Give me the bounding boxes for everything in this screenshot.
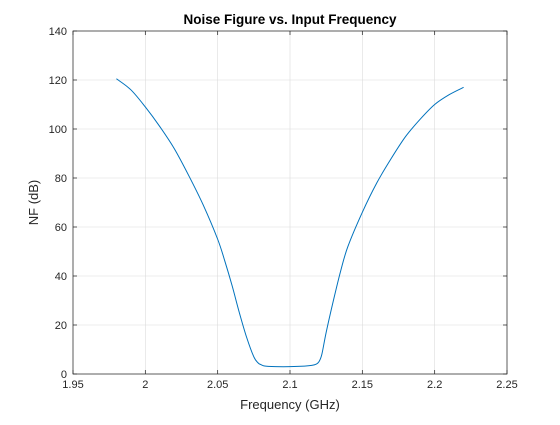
- grid: [73, 31, 507, 374]
- x-tick-label: 2.25: [496, 379, 517, 391]
- series-layer: [116, 78, 464, 368]
- y-tick-label: 20: [55, 320, 67, 332]
- x-tick-label: 2.15: [352, 379, 373, 391]
- x-axis-label: Frequency (GHz): [240, 397, 340, 412]
- x-tick-label: 2.2: [427, 379, 442, 391]
- x-tick-label: 1.95: [62, 379, 83, 391]
- x-tick-label: 2.1: [282, 379, 297, 391]
- y-tick-label: 120: [49, 75, 67, 87]
- ticks: 1.95 2 2.05 2.1 2.15 2.2 2.25 0 20 40 60 80 100 120 14…: [49, 26, 518, 391]
- x-tick-label: 2.05: [207, 379, 228, 391]
- x-tick-label: 2: [142, 379, 148, 391]
- chart-title: Noise Figure vs. Input Frequency: [183, 12, 397, 27]
- y-tick-label: 80: [55, 173, 67, 185]
- y-axis-label: NF (dB): [26, 180, 41, 226]
- y-tick-label: 40: [55, 271, 67, 283]
- y-tick-label: 140: [49, 26, 67, 38]
- nf-series-line: [116, 78, 464, 368]
- y-tick-label: 60: [55, 222, 67, 234]
- y-tick-label: 100: [49, 124, 67, 136]
- y-tick-label: 0: [61, 369, 67, 381]
